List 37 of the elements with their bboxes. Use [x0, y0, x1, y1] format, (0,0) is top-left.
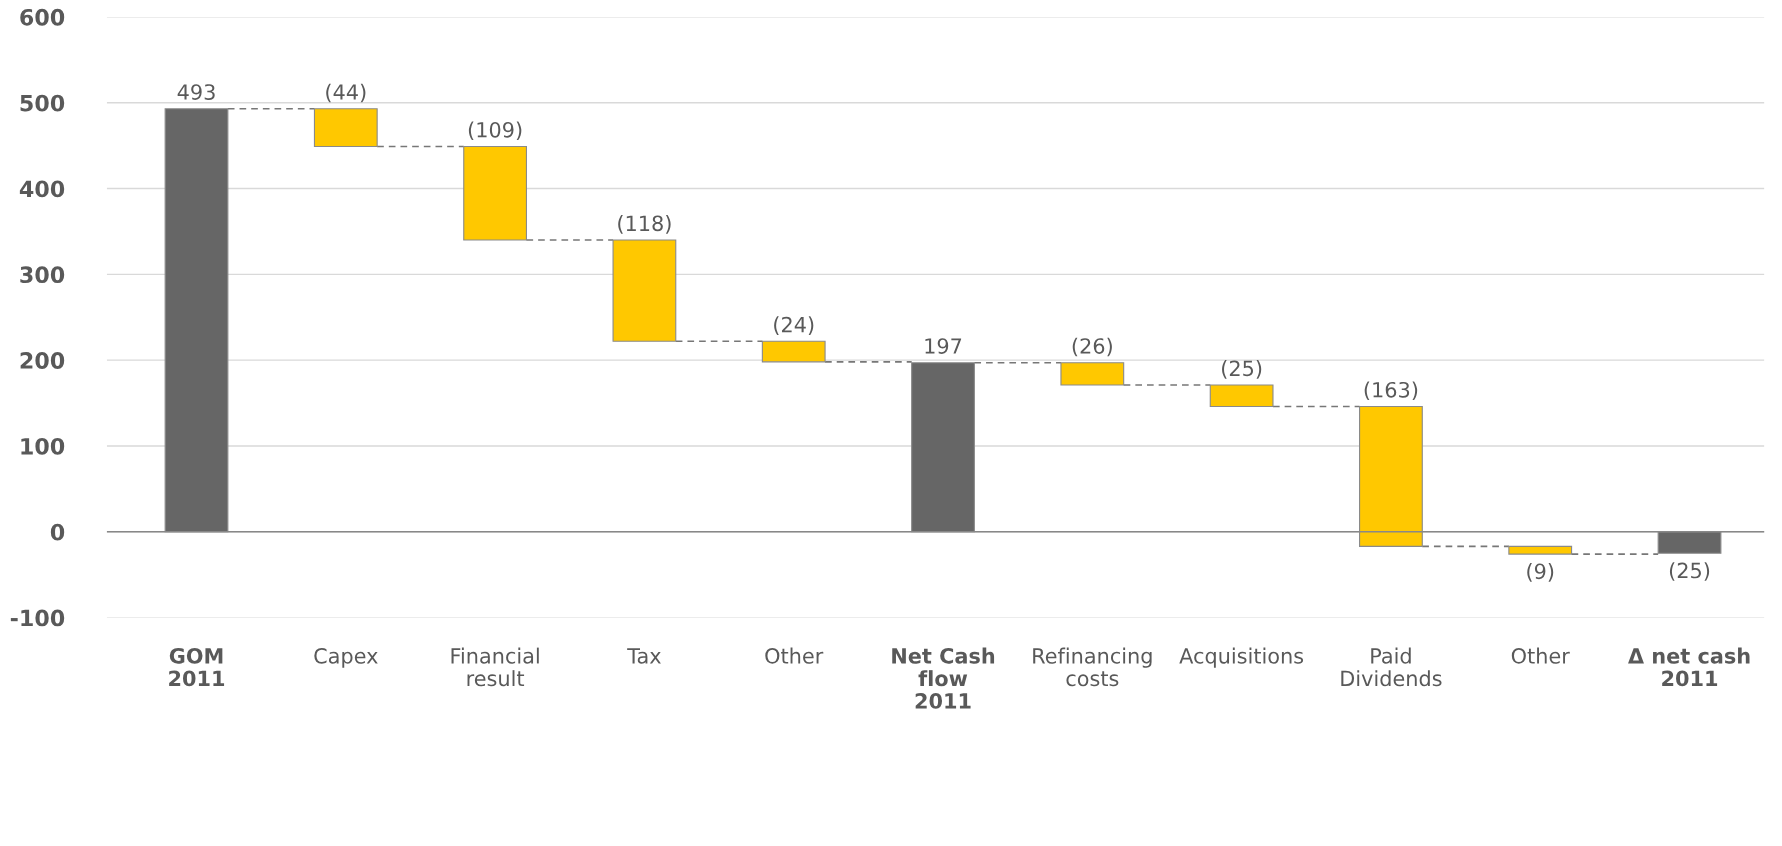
y-tick-label: 0	[50, 523, 65, 541]
data-label: (25)	[1669, 562, 1710, 581]
data-label: (24)	[774, 316, 814, 335]
data-label: (163)	[1364, 381, 1418, 401]
bar	[1508, 545, 1573, 555]
bar	[1209, 384, 1274, 408]
x-tick-label: Capex	[314, 647, 378, 668]
y-tick-label: -100	[10, 609, 65, 627]
x-tick-label: Other	[1511, 647, 1570, 664]
data-label: (44)	[326, 83, 366, 103]
y-tick-label: 100	[21, 437, 65, 455]
x-tick-label: GOM 2011	[169, 647, 225, 687]
x-tick-label: Tax	[627, 648, 661, 664]
x-tick-label: Refinancing costs	[1033, 647, 1152, 687]
y-tick-label: 500	[20, 94, 65, 112]
y-tick-label: 300	[20, 266, 65, 284]
data-label: (26)	[1072, 337, 1112, 357]
data-label: (9)	[1527, 563, 1554, 582]
bar	[612, 239, 677, 342]
y-tick-label: 600	[20, 8, 65, 26]
bar	[1060, 362, 1125, 386]
data-label: (25)	[1222, 360, 1262, 379]
data-label: 493	[177, 84, 215, 100]
bar	[761, 340, 826, 363]
data-label: 197	[925, 338, 962, 354]
x-tick-label: Other	[765, 647, 824, 664]
bar	[463, 145, 528, 241]
x-tick-label: Financial result	[451, 647, 539, 687]
y-tick-label: 400	[19, 180, 65, 198]
x-tick-label: Net Cash flow 2011	[892, 647, 995, 709]
bar	[313, 108, 378, 148]
data-label: (118)	[618, 215, 671, 234]
x-tick-label: Acquisitions	[1179, 647, 1304, 668]
data-label: (109)	[468, 121, 522, 141]
x-tick-label: Δ net cash 2011	[1628, 647, 1750, 687]
x-tick-label: Paid Dividends	[1341, 647, 1442, 687]
y-tick-label: 200	[20, 352, 65, 369]
